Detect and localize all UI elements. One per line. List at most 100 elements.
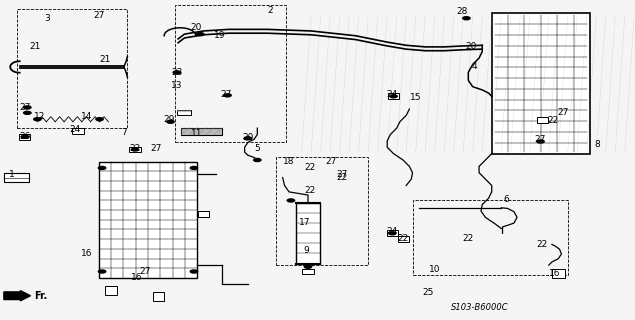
Text: 20: 20 xyxy=(465,42,476,52)
Bar xyxy=(17,9,128,128)
Bar xyxy=(388,93,399,99)
Text: 19: 19 xyxy=(213,31,225,40)
Bar xyxy=(181,127,222,134)
Text: 11: 11 xyxy=(191,129,203,138)
Circle shape xyxy=(286,198,295,203)
Circle shape xyxy=(189,269,198,274)
Text: 20: 20 xyxy=(190,23,201,32)
Bar xyxy=(413,200,568,275)
Circle shape xyxy=(462,16,471,20)
Text: 14: 14 xyxy=(81,113,92,122)
Text: 16: 16 xyxy=(549,268,561,278)
Circle shape xyxy=(223,93,232,98)
Text: 7: 7 xyxy=(121,128,127,137)
Text: 18: 18 xyxy=(283,157,295,166)
Circle shape xyxy=(131,147,140,152)
Bar xyxy=(537,117,548,123)
Circle shape xyxy=(98,269,107,274)
Circle shape xyxy=(389,94,398,99)
Circle shape xyxy=(95,117,104,122)
Text: 27: 27 xyxy=(336,170,347,179)
Text: 8: 8 xyxy=(595,140,601,149)
Circle shape xyxy=(173,70,181,75)
Circle shape xyxy=(166,120,175,124)
Bar xyxy=(197,211,209,217)
Text: 4: 4 xyxy=(472,61,478,70)
Bar xyxy=(177,110,190,116)
Bar xyxy=(130,147,141,152)
Text: 10: 10 xyxy=(429,265,441,275)
Text: 27: 27 xyxy=(220,90,231,99)
Text: 16: 16 xyxy=(131,273,143,282)
Circle shape xyxy=(388,231,397,236)
Text: 27: 27 xyxy=(558,108,569,117)
Text: 22: 22 xyxy=(547,116,559,125)
Text: 25: 25 xyxy=(423,288,434,297)
Text: 22: 22 xyxy=(537,240,548,249)
Circle shape xyxy=(189,166,198,170)
Text: 3: 3 xyxy=(44,14,50,23)
Text: 21: 21 xyxy=(30,42,41,52)
Text: 27: 27 xyxy=(19,103,30,112)
Text: 27: 27 xyxy=(326,157,337,166)
Text: 27: 27 xyxy=(535,135,546,144)
Bar xyxy=(177,110,190,112)
Text: 27: 27 xyxy=(93,11,105,20)
Bar xyxy=(4,173,29,182)
Bar xyxy=(181,127,222,134)
Circle shape xyxy=(536,139,545,144)
Text: 15: 15 xyxy=(410,93,422,102)
Bar xyxy=(19,134,30,140)
Bar xyxy=(302,269,314,274)
Circle shape xyxy=(243,136,252,140)
Text: 16: 16 xyxy=(81,250,92,259)
Text: 28: 28 xyxy=(457,7,467,16)
Text: 26: 26 xyxy=(19,132,30,140)
Text: 5: 5 xyxy=(255,144,260,153)
Text: 6: 6 xyxy=(504,195,509,204)
Text: S103-B6000C: S103-B6000C xyxy=(451,303,508,312)
Text: 21: 21 xyxy=(100,55,111,64)
Text: 17: 17 xyxy=(299,218,311,227)
FancyArrow shape xyxy=(4,291,30,301)
Text: 24: 24 xyxy=(70,125,81,134)
Circle shape xyxy=(98,166,107,170)
Bar xyxy=(276,157,368,265)
Text: 1: 1 xyxy=(10,170,15,179)
Circle shape xyxy=(33,117,42,122)
Text: 22: 22 xyxy=(130,144,140,153)
Text: 29: 29 xyxy=(163,115,174,124)
Text: 22: 22 xyxy=(304,164,316,172)
Text: 9: 9 xyxy=(304,246,309,255)
Text: 2: 2 xyxy=(267,6,273,15)
Circle shape xyxy=(23,111,32,115)
Text: 23: 23 xyxy=(171,68,182,77)
Text: 13: 13 xyxy=(171,81,183,90)
Bar xyxy=(296,203,320,264)
Circle shape xyxy=(196,32,204,36)
Circle shape xyxy=(253,158,262,162)
Bar xyxy=(105,286,117,295)
Circle shape xyxy=(304,265,312,269)
Text: 24: 24 xyxy=(387,90,398,99)
Bar xyxy=(552,269,565,278)
Bar xyxy=(175,5,286,142)
Bar xyxy=(387,230,398,236)
Bar xyxy=(72,128,84,133)
Text: 22: 22 xyxy=(398,234,409,243)
Text: 27: 27 xyxy=(140,267,151,276)
Text: 22: 22 xyxy=(336,173,347,182)
Circle shape xyxy=(23,105,32,110)
Text: 20: 20 xyxy=(242,133,253,142)
Text: 22: 22 xyxy=(304,186,316,195)
Bar xyxy=(153,292,164,301)
Text: 24: 24 xyxy=(387,227,398,236)
Text: 27: 27 xyxy=(150,144,162,153)
Text: 22: 22 xyxy=(463,234,474,243)
Bar xyxy=(491,13,590,154)
Circle shape xyxy=(20,134,29,139)
Text: Fr.: Fr. xyxy=(34,291,47,301)
Bar xyxy=(398,236,410,242)
Bar xyxy=(99,162,197,278)
Text: 12: 12 xyxy=(34,113,46,122)
